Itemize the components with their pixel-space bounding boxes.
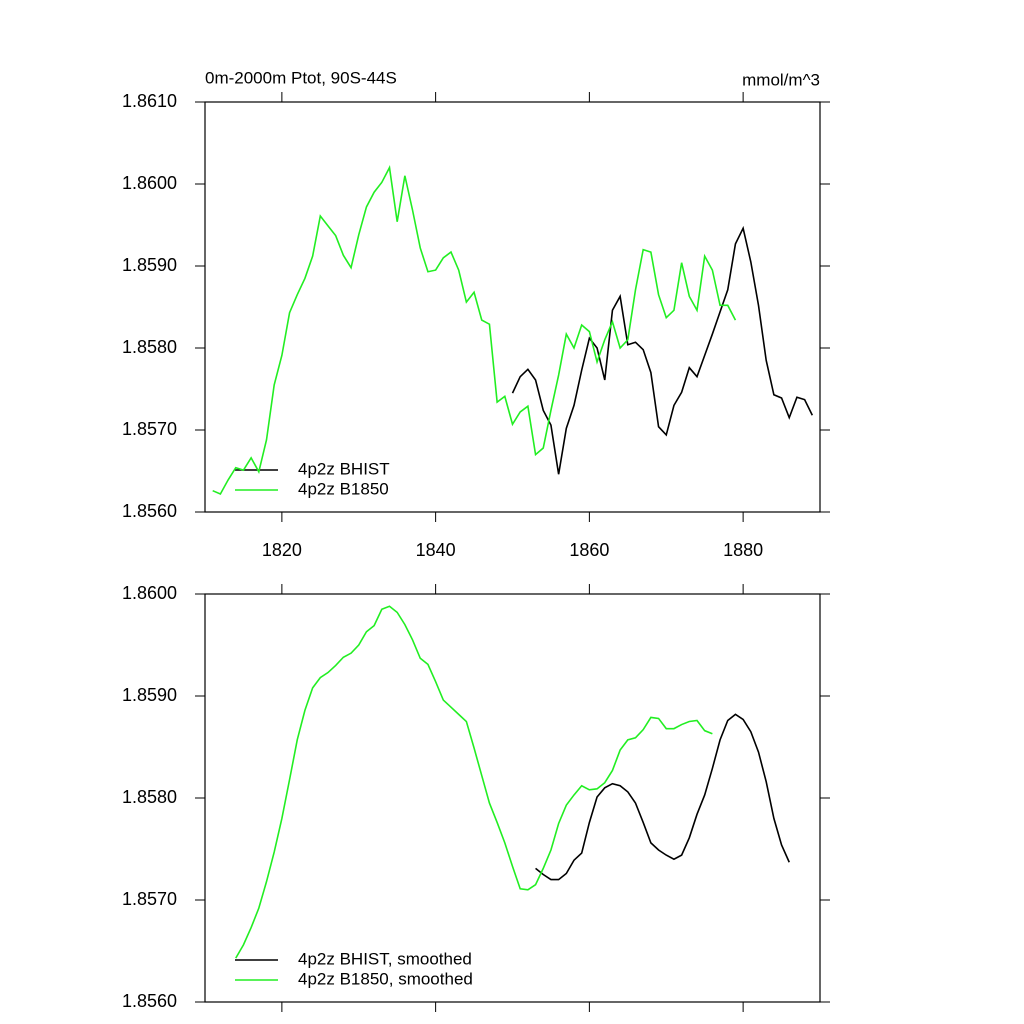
y-tick-label: 1.8570 — [122, 419, 177, 439]
units-label: mmol/m^3 — [742, 70, 820, 89]
data-line — [212, 165, 737, 495]
y-tick-label: 1.8570 — [122, 889, 177, 909]
y-tick-label: 1.8580 — [122, 787, 177, 807]
legend-label: 4p2z BHIST — [298, 459, 390, 478]
plot-frame — [204, 593, 821, 1003]
y-tick-label: 1.8610 — [122, 91, 177, 111]
data-line — [535, 713, 790, 881]
x-tick-label: 1840 — [416, 540, 456, 560]
y-tick-label: 1.8600 — [122, 173, 177, 193]
legend-label: 4p2z BHIST, smoothed — [298, 949, 472, 968]
y-tick-label: 1.8600 — [122, 583, 177, 603]
legend-label: 4p2z B1850 — [298, 479, 389, 498]
plot-frame — [204, 101, 821, 513]
y-tick-label: 1.8560 — [122, 991, 177, 1011]
y-tick-label: 1.8590 — [122, 255, 177, 275]
chart-title: 0m-2000m Ptot, 90S-44S — [205, 68, 397, 87]
data-line — [511, 225, 814, 475]
y-tick-label: 1.8580 — [122, 337, 177, 357]
data-line — [235, 605, 713, 959]
x-tick-label: 1880 — [723, 540, 763, 560]
x-tick-label: 1820 — [262, 540, 302, 560]
y-tick-label: 1.8590 — [122, 685, 177, 705]
legend-label: 4p2z B1850, smoothed — [298, 969, 473, 988]
x-tick-label: 1860 — [569, 540, 609, 560]
y-tick-label: 1.8560 — [122, 501, 177, 521]
